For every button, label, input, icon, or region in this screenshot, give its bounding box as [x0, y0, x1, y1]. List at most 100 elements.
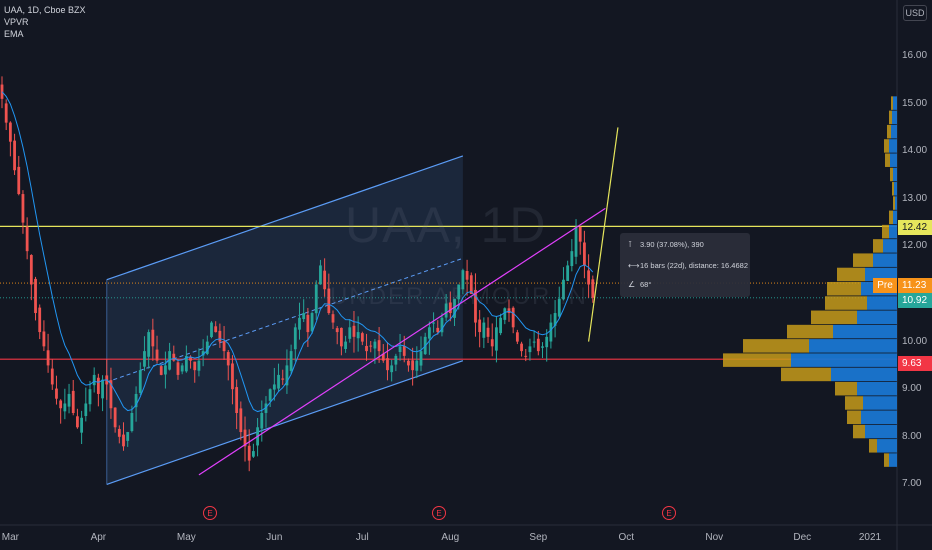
volume-profile-down-bar — [811, 310, 857, 325]
candle-body — [419, 351, 423, 366]
earnings-marker[interactable]: E — [432, 506, 446, 520]
candle-body — [402, 346, 406, 356]
y-tick-label: 13.00 — [902, 192, 928, 204]
candle-body — [176, 362, 180, 375]
candle-body — [427, 327, 431, 339]
volume-profile-up-bar — [889, 139, 897, 153]
candle-body — [201, 351, 205, 356]
candle-body — [327, 288, 331, 314]
volume-profile-down-bar — [889, 210, 893, 225]
candle-body — [474, 289, 477, 323]
candle-body — [440, 317, 444, 333]
candle-body — [239, 408, 243, 433]
candle-body — [193, 361, 197, 371]
candle-body — [8, 122, 12, 142]
volume-profile-down-bar — [869, 439, 877, 453]
candle-body — [268, 389, 272, 401]
volume-profile-down-bar — [892, 182, 894, 196]
volume-profile-up-bar — [893, 210, 897, 225]
candle-body — [323, 270, 327, 290]
candle-body — [92, 374, 96, 386]
candle-body — [76, 416, 79, 428]
legend-indicator-vpvr[interactable]: VPVR — [4, 17, 29, 27]
candle-body — [453, 298, 456, 318]
volume-profile-up-bar — [877, 439, 897, 453]
volume-profile-up-bar — [893, 167, 897, 182]
candle-body — [88, 389, 92, 405]
volume-profile-down-bar — [884, 453, 889, 467]
candle-body — [461, 270, 465, 290]
candle-body — [541, 346, 544, 348]
candle-body — [365, 345, 368, 352]
price-range-icon: ⊺ — [628, 240, 633, 249]
volume-profile-down-bar — [825, 296, 867, 310]
candle-body — [260, 413, 264, 429]
candle-body — [222, 341, 226, 352]
candle-body — [373, 341, 377, 349]
y-tick-label: 15.00 — [902, 97, 928, 109]
x-tick-label: 2021 — [858, 532, 882, 543]
candle-body — [587, 270, 590, 285]
candle-body — [411, 360, 415, 371]
candle-body — [84, 403, 88, 417]
candle-body — [407, 360, 410, 366]
volume-profile-down-bar — [887, 124, 891, 139]
volume-profile-up-bar — [894, 182, 897, 196]
pre-market-tag: Pre — [873, 278, 897, 293]
candle-body — [189, 357, 192, 361]
candle-body — [293, 327, 297, 350]
volume-profile-up-bar — [892, 110, 897, 125]
x-tick-label: Nov — [705, 532, 724, 543]
angle-icon: ∠ — [628, 280, 636, 289]
candle-body — [38, 307, 42, 333]
candle-body — [339, 327, 343, 347]
candle-body — [306, 314, 310, 333]
candle-body — [46, 350, 50, 366]
earnings-marker[interactable]: E — [203, 506, 217, 520]
currency-button[interactable]: USD — [903, 5, 927, 21]
candle-body — [566, 265, 570, 281]
candle-body — [557, 298, 561, 317]
watermark-name: UNDER ARMOUR IN — [330, 283, 589, 310]
legend-indicator-ema[interactable]: EMA — [4, 29, 24, 39]
volume-profile-down-bar — [853, 424, 865, 439]
candle-body — [499, 317, 503, 334]
measure-line — [588, 127, 619, 342]
earnings-marker[interactable]: E — [662, 506, 676, 520]
volume-profile-down-bar — [837, 267, 865, 282]
candle-body — [164, 365, 167, 375]
candle-body — [436, 327, 440, 333]
candle-body — [465, 271, 469, 280]
volume-profile-up-bar — [883, 239, 897, 253]
volume-profile-down-bar — [882, 224, 889, 239]
candle-body — [126, 432, 130, 441]
candle-body — [130, 413, 134, 432]
y-tick-label: 10.00 — [902, 335, 928, 347]
candle-body — [360, 333, 364, 342]
legend-symbol[interactable]: UAA, 1D, Cboe BZX — [4, 5, 86, 15]
x-tick-label: Oct — [618, 532, 635, 543]
candle-body — [42, 331, 46, 347]
candle-body — [331, 314, 335, 323]
candle-body — [432, 322, 435, 324]
channel-upper-line — [106, 155, 464, 281]
candle-body — [155, 349, 159, 361]
ema-line — [1, 91, 594, 413]
candle-body — [67, 393, 71, 407]
candle-body — [281, 378, 285, 380]
trendline — [198, 207, 606, 476]
candle-body — [457, 284, 461, 300]
volume-profile-up-bar — [893, 96, 897, 110]
candle-body — [109, 380, 113, 409]
candle-body — [448, 302, 452, 314]
x-tick-label: May — [176, 532, 196, 543]
chart-legend: UAA, 1D, Cboe BZX VPVR EMA — [4, 4, 86, 40]
volume-profile-down-bar — [889, 110, 892, 125]
x-tick-label: Sep — [529, 532, 548, 543]
candle-body — [377, 340, 381, 352]
volume-profile-down-bar — [827, 281, 861, 296]
candle-body — [482, 322, 486, 338]
candle-body — [574, 227, 578, 257]
candle-body — [71, 390, 75, 413]
